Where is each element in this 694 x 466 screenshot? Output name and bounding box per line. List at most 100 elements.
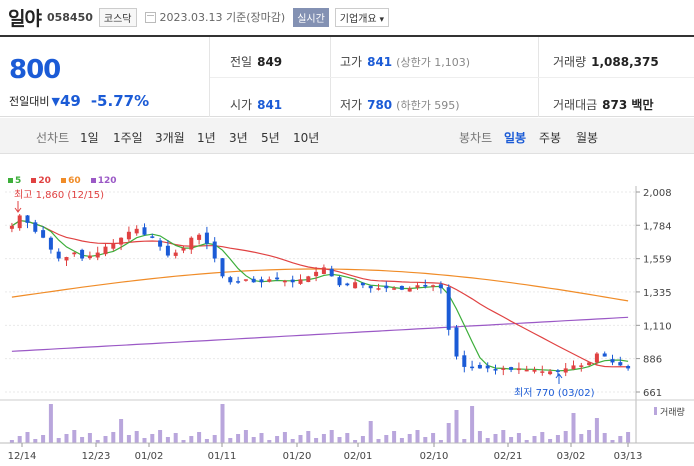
volume-bar	[298, 435, 303, 443]
volume-bar	[423, 437, 428, 443]
volume-bar	[220, 404, 225, 443]
volume-bar	[306, 431, 311, 443]
candle-body	[329, 268, 334, 277]
ma120-line	[11, 316, 629, 352]
volume-bar	[259, 433, 264, 443]
volume-bar	[290, 439, 295, 443]
candle-body	[524, 369, 529, 372]
tab-weekly[interactable]: 주봉	[539, 131, 562, 145]
tab-5y[interactable]: 5년	[261, 131, 280, 145]
y-tick-label: 1,784	[643, 221, 672, 232]
candle-body	[610, 359, 615, 363]
volume-bar	[587, 430, 592, 443]
volume-bar	[431, 433, 436, 443]
candle-body	[501, 368, 506, 370]
amount-value: 873 백만	[602, 98, 654, 112]
candle-body	[368, 285, 373, 289]
legend-label: 60	[68, 176, 81, 186]
volume-bar	[158, 430, 163, 443]
tab-1w[interactable]: 1주일	[113, 131, 143, 145]
volume-bar	[236, 434, 241, 443]
min-annotation: 최저 770 (03/02)	[514, 387, 595, 399]
candle-body	[298, 279, 303, 284]
volume-bar	[17, 436, 22, 443]
volume-bar	[64, 434, 69, 443]
candle-body	[126, 231, 131, 240]
y-tick-label: 886	[643, 355, 662, 366]
trade-amount: 거래대금 873 백만	[553, 96, 653, 113]
volume-bar	[399, 438, 404, 443]
candle-body	[197, 234, 202, 240]
volume-bar	[204, 439, 209, 443]
tab-3y[interactable]: 3년	[229, 131, 248, 145]
ma5-line	[11, 220, 629, 372]
tab-line-chart[interactable]: 선차트	[36, 131, 70, 145]
volume-bar	[602, 433, 607, 443]
candle-body	[212, 241, 217, 259]
candle-body	[540, 371, 545, 373]
volume: 거래량 1,088,375	[553, 53, 659, 70]
moving-averages	[11, 220, 629, 372]
candle-body	[220, 258, 225, 277]
candle-body	[48, 237, 53, 250]
realtime-button[interactable]: 실시간	[293, 7, 329, 27]
x-tick-label: 02/10	[420, 451, 449, 462]
tab-1d[interactable]: 1일	[80, 131, 99, 145]
current-price-box: 800 전일대비 ▼ 49 -5.77%	[0, 37, 210, 117]
volume-bar	[134, 431, 139, 443]
candle-body	[95, 252, 100, 258]
candle-body	[392, 288, 397, 290]
candle-body	[41, 230, 46, 238]
tab-10y[interactable]: 10년	[293, 131, 320, 145]
volume-bar	[594, 418, 599, 443]
legend-swatch	[61, 178, 67, 183]
volume-label: 거래량	[660, 406, 685, 418]
candle-body	[243, 279, 248, 281]
volume-bar	[360, 436, 365, 443]
chart-axes: 2,008 1,784 1,559 1,335 1,110 886 661 12/14 12/2…	[0, 186, 694, 462]
volume-bar	[173, 433, 178, 443]
divider	[210, 77, 694, 78]
volume-bar	[516, 433, 521, 443]
tab-3m[interactable]: 3개월	[155, 131, 185, 145]
volume-bar	[314, 438, 319, 443]
candle-body	[236, 281, 241, 283]
candle-body	[337, 277, 342, 286]
candle-body	[470, 366, 475, 369]
candle-body	[415, 285, 420, 288]
market-badge: 코스닥	[98, 7, 137, 27]
company-info-button[interactable]: 기업개요	[334, 7, 389, 27]
min-arrow-icon	[555, 373, 563, 384]
volume-bar	[384, 435, 389, 443]
volume-legend-swatch	[654, 407, 657, 415]
candle-body	[25, 215, 30, 223]
price-chart[interactable]: 2,008 1,784 1,559 1,335 1,110 886 661 12/14 12/2…	[0, 170, 694, 466]
stock-header: 일야 058450 코스닥 2023.03.13 기준(장마감) 실시간 기업개…	[0, 0, 694, 34]
volume-bar	[243, 430, 248, 443]
candle-body	[353, 282, 358, 289]
volume-bar	[80, 437, 85, 443]
volume-bars	[9, 404, 631, 443]
tab-daily[interactable]: 일봉	[504, 131, 527, 145]
tab-monthly[interactable]: 월봉	[576, 131, 599, 145]
candle-body	[158, 240, 163, 247]
volume-bar	[415, 430, 420, 443]
volume-bar	[126, 435, 131, 443]
candle-body	[9, 225, 14, 229]
candle-body	[462, 355, 467, 367]
candle-body	[173, 252, 178, 256]
legend-label: 5	[15, 176, 22, 186]
y-tick-label: 1,335	[643, 288, 672, 299]
volume-bar	[555, 435, 560, 443]
tab-candle-chart[interactable]: 봉차트	[459, 131, 493, 145]
candle-body	[251, 278, 256, 283]
x-tick-label: 01/20	[283, 451, 312, 462]
candle-body	[72, 252, 77, 255]
volume-bar	[493, 434, 498, 443]
legend-label: 120	[97, 176, 117, 186]
legend-ma20: 20	[31, 176, 51, 186]
change-label: 전일대비	[9, 95, 50, 108]
candle-body	[103, 246, 108, 255]
tab-1y[interactable]: 1년	[197, 131, 216, 145]
volume-value: 1,088,375	[591, 55, 659, 69]
